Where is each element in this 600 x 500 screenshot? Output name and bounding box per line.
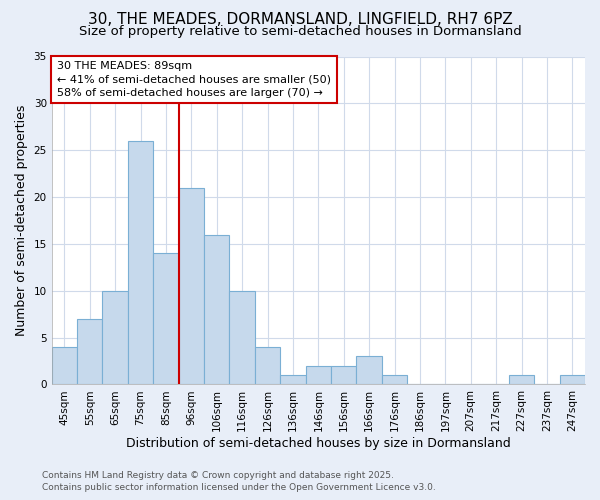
Bar [382,375,407,384]
Bar [128,141,153,384]
Bar [179,188,204,384]
Bar [103,291,128,384]
Y-axis label: Number of semi-detached properties: Number of semi-detached properties [15,105,28,336]
Bar [305,366,331,384]
Bar [229,291,255,384]
Bar [280,375,305,384]
Bar [509,375,534,384]
Bar [153,254,179,384]
Bar [52,347,77,385]
Text: 30 THE MEADES: 89sqm
← 41% of semi-detached houses are smaller (50)
58% of semi-: 30 THE MEADES: 89sqm ← 41% of semi-detac… [57,62,331,98]
Bar [560,375,585,384]
Bar [255,347,280,385]
Bar [77,319,103,384]
Text: 30, THE MEADES, DORMANSLAND, LINGFIELD, RH7 6PZ: 30, THE MEADES, DORMANSLAND, LINGFIELD, … [88,12,512,28]
Text: Contains HM Land Registry data © Crown copyright and database right 2025.
Contai: Contains HM Land Registry data © Crown c… [42,471,436,492]
Bar [331,366,356,384]
Bar [204,234,229,384]
X-axis label: Distribution of semi-detached houses by size in Dormansland: Distribution of semi-detached houses by … [126,437,511,450]
Text: Size of property relative to semi-detached houses in Dormansland: Size of property relative to semi-detach… [79,25,521,38]
Bar [356,356,382,384]
